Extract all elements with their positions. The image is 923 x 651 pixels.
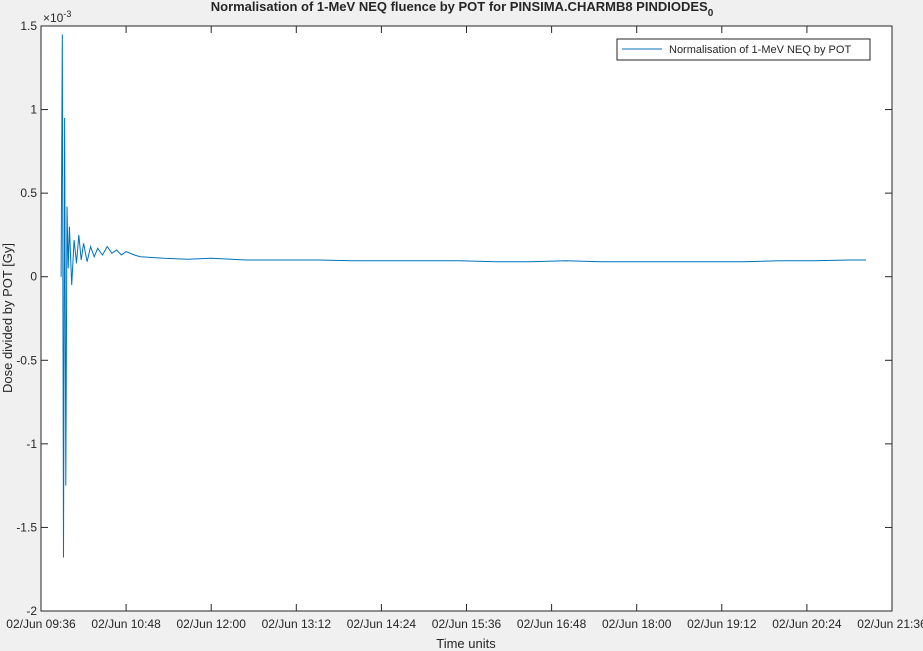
x-tick-label: 02/Jun 13:12 (262, 617, 332, 631)
x-tick-label: 02/Jun 12:00 (176, 617, 246, 631)
x-tick-label: 02/Jun 09:36 (6, 617, 76, 631)
chart-title-subscript: 0 (708, 8, 714, 19)
x-axis-label: Time units (436, 636, 496, 651)
x-tick-label: 02/Jun 14:24 (347, 617, 417, 631)
y-tick-label: -1.5 (16, 520, 37, 534)
y-axis-ticks: -2 -1.5 -1 -0.5 0 0.5 1 1.5 (16, 19, 892, 618)
x-tick-label: 02/Jun 19:12 (687, 617, 757, 631)
x-tick-label: 02/Jun 10:48 (91, 617, 161, 631)
legend: Normalisation of 1-MeV NEQ by POT (616, 38, 871, 61)
series-line (60, 34, 866, 558)
plot-area (41, 26, 892, 611)
y-exponent-power: -3 (63, 9, 71, 19)
y-tick-label: -1 (26, 437, 37, 451)
legend-label: Normalisation of 1-MeV NEQ by POT (669, 44, 851, 56)
y-exponent-label: ×10-3 (43, 9, 71, 25)
y-tick-label: -0.5 (16, 353, 37, 367)
y-tick-label: 1 (30, 103, 37, 117)
x-axis-ticks: 02/Jun 09:36 02/Jun 10:48 02/Jun 12:00 02/J… (6, 26, 923, 631)
y-tick-label: 0.5 (20, 186, 37, 200)
plot-frame (40, 25, 893, 612)
x-tick-label: 02/Jun 16:48 (517, 617, 587, 631)
y-tick-label: 0 (30, 270, 37, 284)
y-axis-label: Dose divided by POT [Gy] (0, 243, 15, 393)
x-tick-label: 02/Jun 18:00 (602, 617, 672, 631)
x-tick-label: 02/Jun 21:36 (857, 617, 923, 631)
chart-title: Normalisation of 1-MeV NEQ fluence by PO… (211, 0, 714, 19)
legend-box (616, 38, 871, 61)
x-tick-label: 02/Jun 20:24 (772, 617, 842, 631)
x-tick-label: 02/Jun 15:36 (432, 617, 502, 631)
y-tick-label: 1.5 (20, 19, 37, 33)
y-tick-label: -2 (26, 604, 37, 618)
